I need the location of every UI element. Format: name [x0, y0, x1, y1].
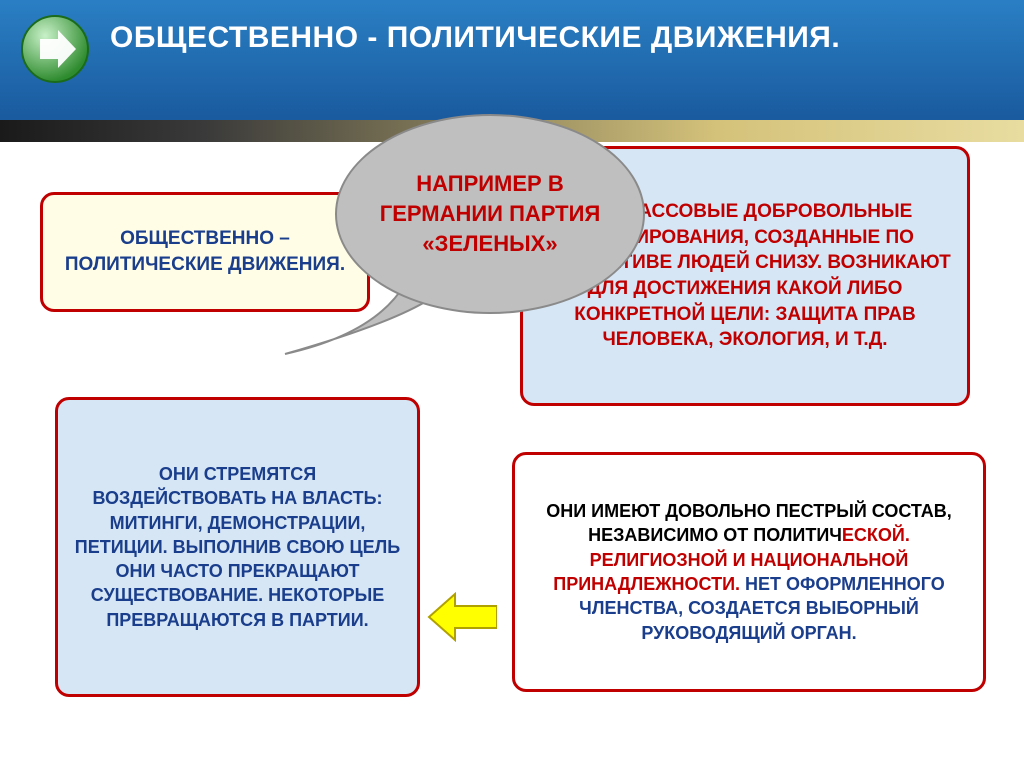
composition-box: ОНИ ИМЕЮТ ДОВОЛЬНО ПЕСТРЫЙ СОСТАВ, НЕЗАВ… — [512, 452, 986, 692]
example-callout: НАПРИМЕР В ГЕРМАНИИ ПАРТИЯ «ЗЕЛЕНЫХ» — [335, 114, 645, 334]
slide-body: ЭТО МАССОВЫЕ ДОБРОВОЛЬНЫЕ ФОРМИРОВАНИЯ, … — [0, 142, 1024, 768]
influence-box: ОНИ СТРЕМЯТСЯ ВОЗДЕЙСТВОВАТЬ НА ВЛАСТЬ: … — [55, 397, 420, 697]
arrow-left-icon — [427, 592, 497, 642]
slide-title: ОБЩЕСТВЕННО - ПОЛИТИЧЕСКИЕ ДВИЖЕНИЯ. — [110, 18, 1024, 57]
topic-text: ОБЩЕСТВЕННО – ПОЛИТИЧЕСКИЕ ДВИЖЕНИЯ. — [55, 226, 355, 277]
slide-header: ОБЩЕСТВЕННО - ПОЛИТИЧЕСКИЕ ДВИЖЕНИЯ. — [0, 0, 1024, 120]
composition-text: ОНИ ИМЕЮТ ДОВОЛЬНО ПЕСТРЫЙ СОСТАВ, НЕЗАВ… — [527, 499, 971, 645]
topic-box: ОБЩЕСТВЕННО – ПОЛИТИЧЕСКИЕ ДВИЖЕНИЯ. — [40, 192, 370, 312]
influence-text: ОНИ СТРЕМЯТСЯ ВОЗДЕЙСТВОВАТЬ НА ВЛАСТЬ: … — [70, 462, 405, 632]
arrow-right-icon — [20, 14, 90, 84]
example-text: НАПРИМЕР В ГЕРМАНИИ ПАРТИЯ «ЗЕЛЕНЫХ» — [361, 169, 619, 258]
